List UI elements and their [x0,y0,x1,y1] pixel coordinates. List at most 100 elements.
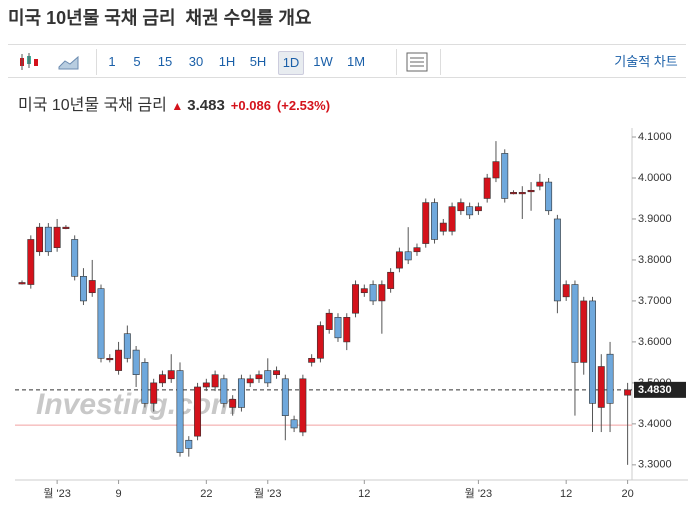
y-tick-label: 3.9000 [638,213,672,225]
candle-body [36,226,44,253]
candle-body [185,439,193,449]
up-arrow: ▲ [171,99,184,113]
candle-body [88,280,96,294]
y-tick-label: 3.7000 [638,295,672,307]
interval-button[interactable]: 1M [346,54,366,69]
y-tick-label: 4.1000 [638,131,672,143]
x-tick-label: 월 '23 [465,487,493,500]
candle-body [255,374,263,380]
quote: 미국 10년물 국채 금리 ▲ 3.483 +0.086 (+2.53%) [18,91,330,115]
candle-body [132,349,140,375]
last-price-label: 3.4830 [638,384,672,396]
technical-chart-button[interactable]: 기술적 차트 [614,54,678,69]
candle-body [518,192,526,195]
candle-body [106,357,114,361]
title: 미국 10년물 국채 금리 [8,8,176,28]
separator [96,49,97,75]
candle-body [79,276,87,302]
interval-button[interactable]: 5 [133,54,141,69]
candle-body [53,226,61,248]
change-percent: (+2.53%) [276,98,331,113]
interval-button[interactable]: 1H [218,54,236,69]
candle-body [404,251,412,261]
candle-body [299,378,307,433]
candle-body [589,300,596,404]
candle-body [369,284,377,302]
candle-body [606,353,614,404]
candle-body [211,374,219,388]
interval-button[interactable]: 15 [157,54,173,69]
candle-body [202,382,210,388]
table-icon[interactable] [406,52,428,72]
candle-body [334,317,342,339]
interval-button[interactable]: 1 [108,54,116,69]
candle-body [545,181,553,212]
candle-body [580,300,588,363]
y-tick-label: 3.8000 [638,254,672,266]
x-tick-label: 12 [358,488,370,500]
y-tick-label: 3.3000 [638,459,672,471]
candle-body [395,251,403,269]
candle-body [448,206,456,232]
candle-body [194,386,202,437]
candle-body [237,378,245,408]
candle-body [141,362,149,404]
page-title: 미국 10년물 국채 금리 채권 수익률 개요 [8,4,321,30]
candle-body [527,189,535,193]
interval-button[interactable]: 1W [313,54,333,69]
candle-body [597,366,605,408]
candle-body [316,325,324,359]
candle-body [308,357,316,363]
interval-button[interactable]: 30 [188,54,204,69]
candle-icon[interactable] [18,52,40,72]
candle-body [510,192,517,195]
candle-body [71,239,79,277]
candle-body [387,271,395,289]
last-price-box [634,381,686,398]
y-tick-label: 4.0000 [638,172,672,184]
candle-body [264,370,272,384]
y-tick-label: 3.6000 [638,336,672,348]
candle-body [571,284,579,363]
subtitle: 채권 수익률 개요 [185,8,312,28]
candle-body [44,226,52,253]
separator [396,49,397,75]
interval-button[interactable]: 5H [249,54,267,69]
area-icon[interactable] [58,53,80,71]
candle-body [501,153,509,199]
candle-body [483,177,491,199]
candle-body [343,317,351,343]
candle-body [378,284,386,302]
candle-body [553,218,561,302]
candle-body [18,282,26,285]
instrument-name: 미국 10년물 국채 금리 [18,97,167,114]
candle-body [492,161,500,179]
candle-body [123,333,131,359]
candle-body [62,226,70,229]
candle-body [422,202,430,244]
candle-body [281,378,289,416]
candle-body [325,312,333,330]
candle-body [562,284,570,298]
candle-body [27,239,35,285]
candle-body [97,288,105,359]
candle-body [229,398,237,408]
candle-body [150,382,158,404]
candle-body [474,206,482,212]
candle-body [360,288,368,294]
change: +0.086 [230,98,271,113]
x-tick-label: 월 '23 [254,487,282,500]
candle-body [176,370,184,453]
candle-body [167,370,175,380]
interval-button[interactable]: 1D [278,51,304,75]
x-tick-label: 9 [116,488,122,500]
candle-body [158,374,166,384]
toolbar: 기술적 차트 1 5 15 30 1H 5H 1D 1W 1M [8,44,686,78]
candle-body [413,247,421,253]
candle-body [466,206,474,216]
candle-body [352,284,359,314]
candle-body [624,389,632,396]
price: 3.483 [187,97,225,114]
